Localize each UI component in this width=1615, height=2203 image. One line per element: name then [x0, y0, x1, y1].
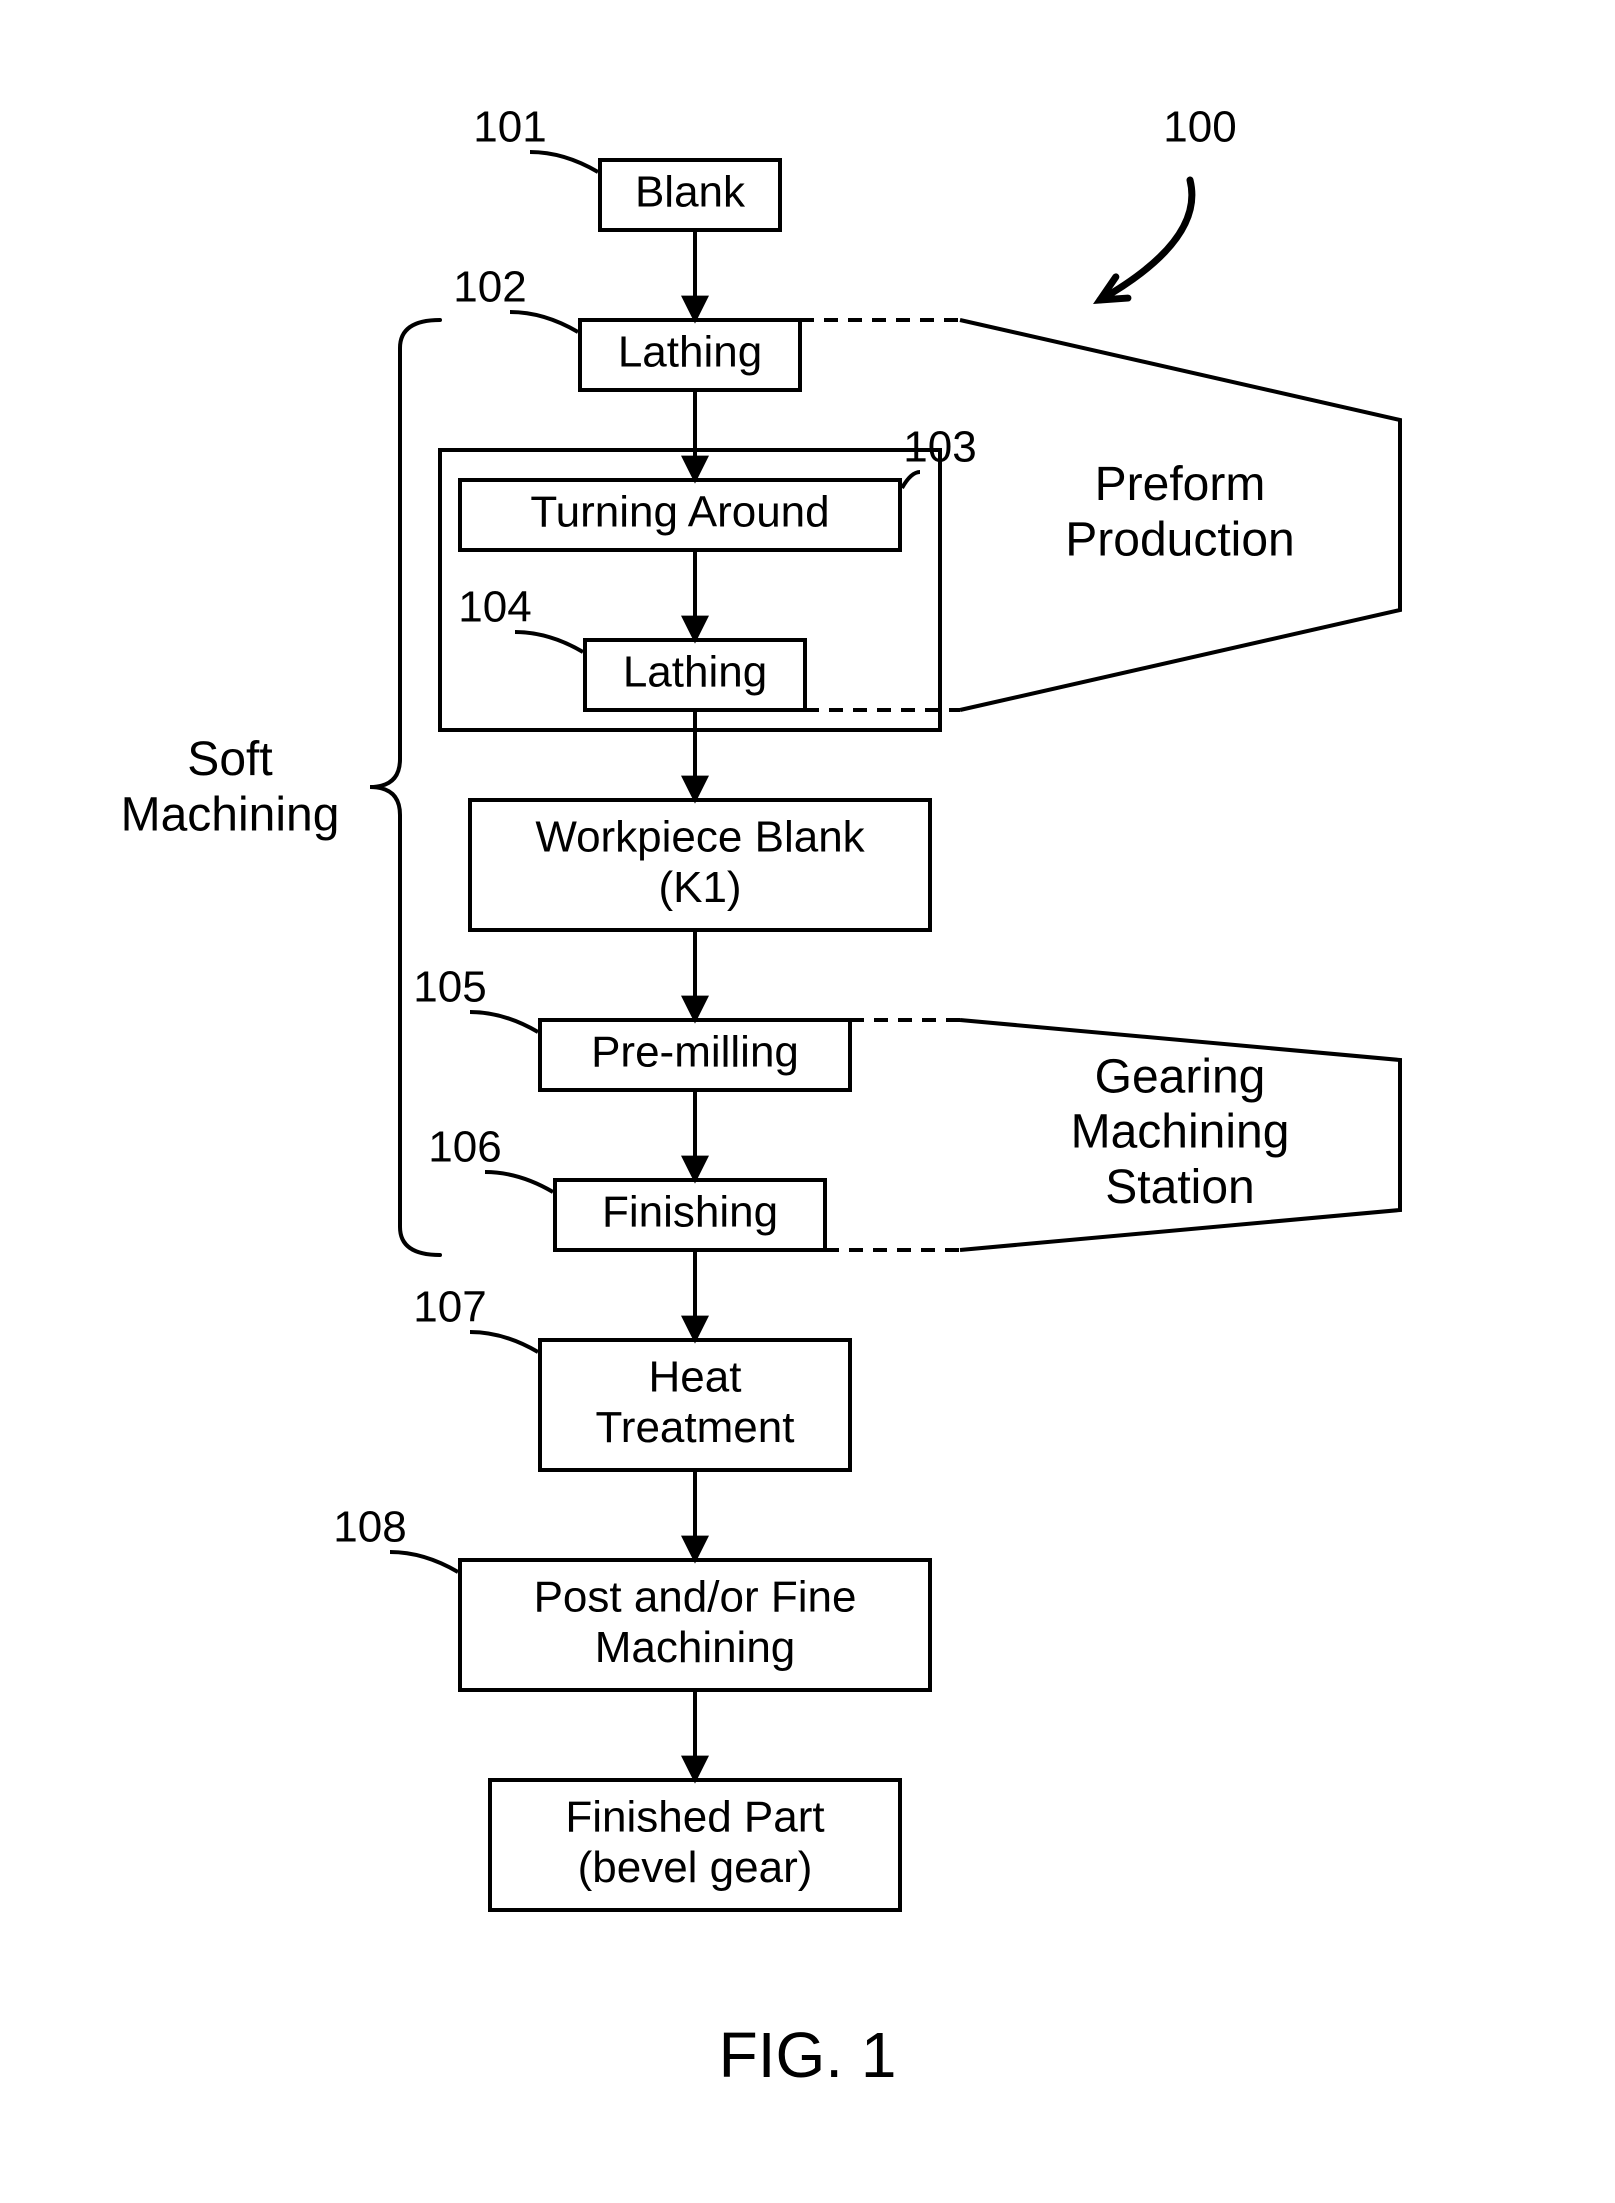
soft-machining-label: Soft [187, 733, 272, 786]
ref-106: 106 [428, 1123, 501, 1172]
ref-102: 102 [453, 263, 526, 312]
ref-100: 100 [1163, 103, 1236, 152]
soft-machining-label: Machining [121, 788, 340, 841]
box-finished-label: (bevel gear) [578, 1843, 813, 1892]
ref-104: 104 [458, 583, 531, 632]
gearing-label: Gearing [1095, 1050, 1266, 1103]
box-workpiece-label: Workpiece Blank [535, 812, 865, 861]
box-premill-label: Pre-milling [591, 1028, 799, 1077]
gearing-label: Station [1105, 1161, 1254, 1214]
ref-108-leader [390, 1552, 458, 1572]
ref-101: 101 [473, 103, 546, 152]
ref-106-leader [485, 1172, 553, 1192]
soft-machining-brace [370, 320, 440, 1255]
box-finished-label: Finished Part [565, 1792, 824, 1841]
ref-105-leader [470, 1012, 538, 1032]
box-lathing2-label: Lathing [623, 648, 767, 697]
gearing-label: Machining [1071, 1106, 1290, 1159]
ref-101-leader [530, 152, 598, 172]
preform-label: Production [1065, 513, 1294, 566]
figure-label: FIG. 1 [719, 2019, 897, 2091]
ref-102-leader [510, 312, 578, 332]
box-post-label: Post and/or Fine [534, 1572, 857, 1621]
flowchart [370, 152, 1400, 1910]
box-heat-label: Heat [649, 1352, 742, 1401]
box-heat-label: Treatment [596, 1403, 795, 1452]
box-blank-label: Blank [635, 168, 746, 217]
ref-103: 103 [903, 423, 976, 472]
preform-label: Preform [1095, 458, 1266, 511]
box-turning-label: Turning Around [530, 488, 829, 537]
ref-107-leader [470, 1332, 538, 1352]
ref-107: 107 [413, 1283, 486, 1332]
box-finishing-label: Finishing [602, 1188, 778, 1237]
ref-105: 105 [413, 963, 486, 1012]
box-lathing1-label: Lathing [618, 328, 762, 377]
ref-108: 108 [333, 1503, 406, 1552]
box-post-label: Machining [595, 1623, 796, 1672]
box-workpiece-label: (K1) [658, 863, 741, 912]
